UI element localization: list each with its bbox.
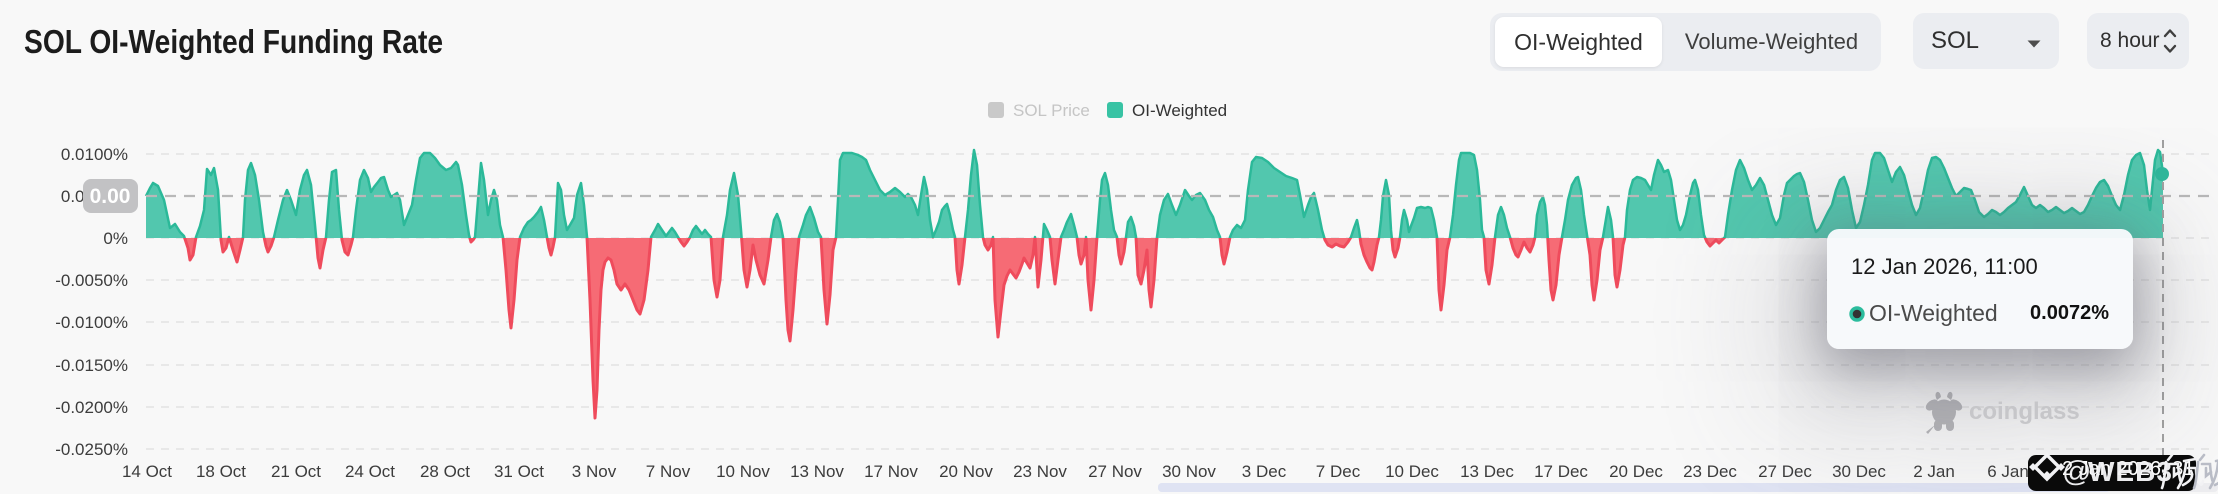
svg-text:-0.0200%: -0.0200% bbox=[55, 398, 128, 417]
svg-text:7 Dec: 7 Dec bbox=[1316, 462, 1361, 481]
svg-text:-0.0050%: -0.0050% bbox=[55, 271, 128, 290]
svg-text:3 Dec: 3 Dec bbox=[1242, 462, 1287, 481]
svg-text:20 Dec: 20 Dec bbox=[1609, 462, 1663, 481]
svg-text:14 Oct: 14 Oct bbox=[122, 462, 172, 481]
svg-text:30 Nov: 30 Nov bbox=[1162, 462, 1216, 481]
svg-text:13 Nov: 13 Nov bbox=[790, 462, 844, 481]
svg-text:3 Nov: 3 Nov bbox=[572, 462, 617, 481]
svg-text:27 Dec: 27 Dec bbox=[1758, 462, 1812, 481]
svg-text:2 Jan: 2 Jan bbox=[1913, 462, 1955, 481]
svg-text:23 Nov: 23 Nov bbox=[1013, 462, 1067, 481]
svg-text:0.00: 0.00 bbox=[90, 185, 131, 208]
svg-text:0.0100%: 0.0100% bbox=[61, 145, 128, 164]
svg-text:2 Jan 2026, 31: 2 Jan 2026, 31 bbox=[2062, 458, 2194, 480]
svg-text:7 Nov: 7 Nov bbox=[646, 462, 691, 481]
svg-text:30 Dec: 30 Dec bbox=[1832, 462, 1886, 481]
svg-text:21 Oct: 21 Oct bbox=[271, 462, 321, 481]
svg-text:10 Nov: 10 Nov bbox=[716, 462, 770, 481]
svg-text:17 Dec: 17 Dec bbox=[1534, 462, 1588, 481]
svg-text:-0.0100%: -0.0100% bbox=[55, 313, 128, 332]
svg-text:24 Oct: 24 Oct bbox=[345, 462, 395, 481]
svg-text:@: @ bbox=[2062, 456, 2091, 488]
svg-text:31 Oct: 31 Oct bbox=[494, 462, 544, 481]
svg-text:10 Dec: 10 Dec bbox=[1385, 462, 1439, 481]
svg-text:28 Oct: 28 Oct bbox=[420, 462, 470, 481]
svg-text:18 Oct: 18 Oct bbox=[196, 462, 246, 481]
svg-text:6 Jan: 6 Jan bbox=[1987, 462, 2029, 481]
svg-text:-0.0150%: -0.0150% bbox=[55, 356, 128, 375]
svg-text:23 Dec: 23 Dec bbox=[1683, 462, 1737, 481]
svg-text:WEB3: WEB3 bbox=[2088, 456, 2173, 487]
svg-text:13 Dec: 13 Dec bbox=[1460, 462, 1514, 481]
svg-text:0%: 0% bbox=[103, 229, 128, 248]
svg-text:17 Nov: 17 Nov bbox=[864, 462, 918, 481]
svg-text:SOL Price: SOL Price bbox=[1013, 101, 1090, 120]
svg-text:-0.0250%: -0.0250% bbox=[55, 440, 128, 459]
svg-text:OI-Weighted: OI-Weighted bbox=[1132, 101, 1227, 120]
svg-text:20 Nov: 20 Nov bbox=[939, 462, 993, 481]
svg-text:27 Nov: 27 Nov bbox=[1088, 462, 1142, 481]
